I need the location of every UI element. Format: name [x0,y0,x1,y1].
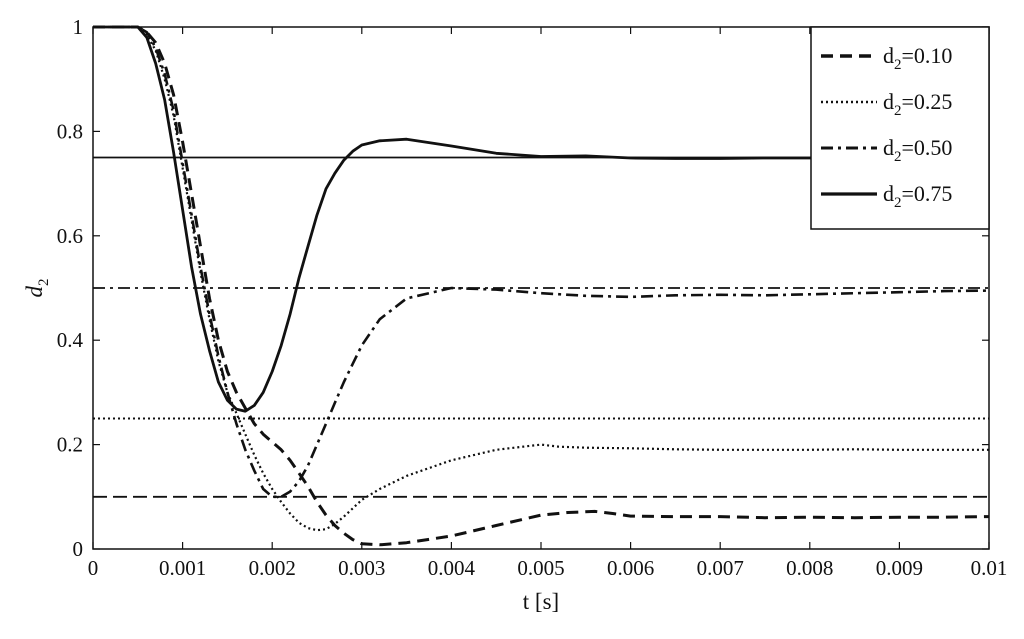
legend-label-main: d [883,43,894,68]
y-tick-label: 0.2 [57,433,83,457]
x-tick-label: 0 [88,556,99,580]
x-tick-label: 0.002 [249,556,296,580]
y-axis-label-main: d [22,286,47,298]
y-tick-label: 1 [73,15,84,39]
x-tick-label: 0.006 [607,556,654,580]
legend-label-value: =0.75 [902,181,953,206]
legend-label: d2=0.10 [883,43,952,73]
x-tick-label: 0.003 [338,556,385,580]
axis-ticks [92,26,990,550]
y-axis-label: d2 [22,279,52,298]
legend-label-value: =0.10 [902,43,953,68]
legend-label: d2=0.50 [883,135,952,165]
x-tick-label: 0.009 [876,556,923,580]
x-tick-label: 0.01 [971,556,1008,580]
series-line-dashdot [93,25,990,499]
legend-label-subscript: 2 [894,195,902,211]
legend-label-main: d [883,89,894,114]
legend-label: d2=0.25 [883,89,952,119]
legend-label-value: =0.25 [902,89,953,114]
x-tick-label: 0.001 [159,556,206,580]
x-tick-label: 0.004 [428,556,476,580]
legend-label-subscript: 2 [894,149,902,165]
series-lines [93,25,990,547]
legend-label: d2=0.75 [883,181,952,211]
series-line-solid [93,25,989,413]
legend-label-main: d [883,135,894,160]
y-tick-label: 0.4 [57,328,84,352]
x-axis-label: t [s] [523,589,559,614]
series-line-dashed [93,25,990,547]
legend-label-main: d [883,181,894,206]
legend-label-subscript: 2 [894,57,902,73]
x-tick-label: 0.008 [786,556,833,580]
tick-labels: 0 0.001 0.002 0.003 0.004 0.005 0.006 0.007 0.00… [57,15,1008,580]
legend-label-subscript: 2 [894,103,902,119]
y-tick-label: 0 [73,537,84,561]
y-tick-label: 0.8 [57,119,83,143]
x-tick-label: 0.007 [697,556,744,580]
legend-label-value: =0.50 [902,135,953,160]
x-tick-label: 0.005 [517,556,564,580]
y-axis-label-subscript: 2 [36,279,52,287]
y-tick-label: 0.6 [57,224,83,248]
